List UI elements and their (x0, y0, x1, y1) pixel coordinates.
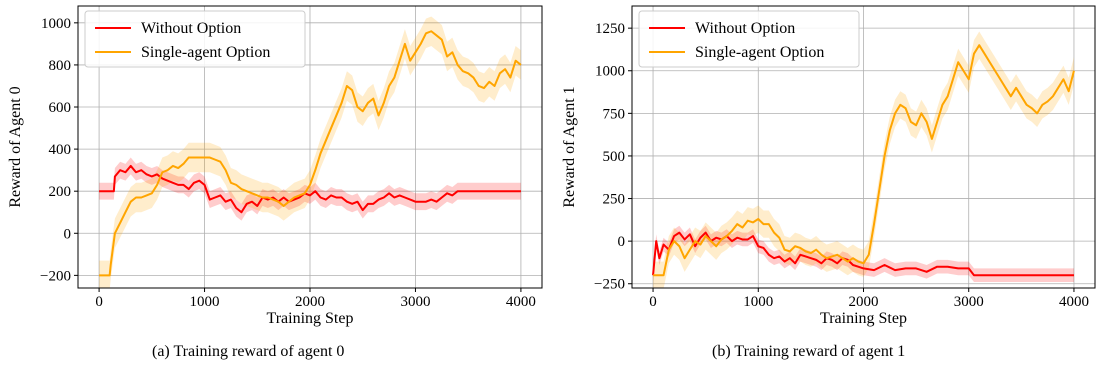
y-tick-label: 600 (49, 100, 72, 116)
series-line-0 (652, 231, 1074, 277)
y-tick-label: 0 (64, 226, 72, 242)
series-band-1 (99, 16, 521, 288)
caption-a: (a) Training reward of agent 0 (152, 343, 345, 360)
y-axis-label: Reward of Agent 0 (7, 86, 24, 207)
series-line-0 (99, 164, 521, 214)
y-tick-label: 250 (603, 192, 626, 208)
x-tick-label: 0 (95, 294, 103, 310)
legend-label: Without Option (695, 20, 795, 37)
x-tick-label: 0 (649, 294, 657, 310)
x-tick-label: 1000 (190, 294, 220, 310)
caption-b: (b) Training reward of agent 1 (712, 343, 906, 360)
x-tick-label: 4000 (506, 294, 536, 310)
x-tick-label: 3000 (400, 294, 430, 310)
legend-label: Single-agent Option (141, 44, 270, 61)
plot-area-b (652, 31, 1075, 288)
series-line-1 (99, 30, 522, 277)
legend: Without Option Single-agent Option (84, 10, 306, 68)
x-tick-label: 3000 (954, 294, 984, 310)
x-tick-label: 4000 (1059, 294, 1089, 310)
x-tick-label: 2000 (295, 294, 325, 310)
y-tick-label: 800 (49, 58, 72, 74)
chart-b: 0 1000 2000 3000 4000 −250 0 250 500 750 1000 1250 T… (561, 5, 1096, 327)
legend-frame (84, 10, 306, 68)
x-axis-label: Training Step (267, 310, 354, 327)
y-tick-label: 1250 (595, 21, 625, 37)
y-tick-label: 1000 (41, 16, 71, 32)
y-tick-label: 200 (49, 184, 72, 200)
y-tick-label: −200 (40, 268, 71, 284)
chart-a: 0 1000 2000 3000 4000 −200 0 200 400 600 800 1000 Tr… (7, 5, 543, 327)
y-tick-label: −250 (594, 277, 625, 293)
x-tick-label: 1000 (743, 294, 773, 310)
y-tick-label: 0 (618, 234, 626, 250)
series-line-1 (653, 44, 1075, 277)
y-tick-label: 750 (603, 106, 626, 122)
y-tick-label: 500 (603, 149, 626, 165)
y-axis-label: Reward of Agent 1 (561, 86, 578, 207)
y-tick-label: 1000 (595, 64, 625, 80)
legend: Without Option Single-agent Option (638, 10, 860, 68)
legend-frame (638, 10, 860, 68)
series-band-0 (99, 157, 521, 221)
x-axis-label: Training Step (820, 310, 907, 327)
series-band-1 (653, 31, 1074, 288)
plot-area-a (99, 16, 522, 288)
y-tick-label: 400 (49, 142, 72, 158)
legend-label: Without Option (141, 20, 241, 37)
x-tick-label: 2000 (849, 294, 879, 310)
legend-label: Single-agent Option (695, 44, 824, 61)
